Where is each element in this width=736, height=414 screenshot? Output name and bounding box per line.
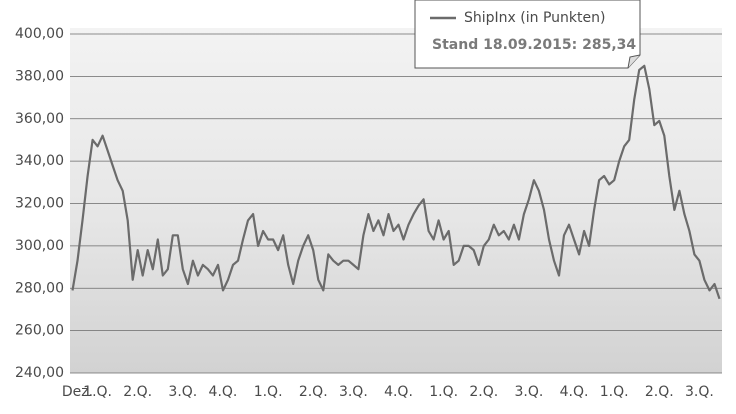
x-tick-label: 1.Q.	[429, 384, 458, 400]
y-tick-label: 400,00	[15, 26, 64, 42]
y-tick-label: 240,00	[15, 365, 64, 381]
plot-background	[70, 28, 722, 373]
legend-fold	[627, 54, 641, 69]
y-tick-label: 280,00	[15, 280, 64, 296]
x-tick-label: 3.Q.	[168, 384, 197, 400]
y-tick-label: 260,00	[15, 323, 64, 339]
y-tick-label: 320,00	[15, 196, 64, 212]
data-line	[71, 64, 721, 300]
x-tick-label: 1.Q.	[83, 384, 112, 400]
x-tick-label: 2.Q.	[469, 384, 498, 400]
y-tick-label: 340,00	[15, 153, 64, 169]
y-tick-label: 360,00	[15, 111, 64, 127]
x-tick-label: 3.Q.	[685, 384, 714, 400]
y-tick-label: 380,00	[15, 68, 64, 84]
x-tick-label: 4.Q.	[560, 384, 589, 400]
legend: ShipInx (in Punkten) Stand 18.09.2015: 2…	[414, 0, 641, 69]
x-tick-label: 3.Q.	[514, 384, 543, 400]
x-tick-label: 4.Q.	[209, 384, 238, 400]
x-tick-label: 4.Q.	[384, 384, 413, 400]
legend-label: ShipInx (in Punkten)	[464, 10, 605, 26]
x-tick-label: Dez.	[62, 384, 93, 400]
y-tick-label: 300,00	[15, 238, 64, 254]
x-tick-label: 3.Q.	[339, 384, 368, 400]
x-tick-label: 2.Q.	[123, 384, 152, 400]
x-tick-label: 1.Q.	[600, 384, 629, 400]
annotation: Stand 18.09.2015: 285,34	[432, 37, 636, 53]
x-tick-label: 2.Q.	[645, 384, 674, 400]
x-tick-label: 2.Q.	[299, 384, 328, 400]
x-tick-label: 1.Q.	[254, 384, 283, 400]
